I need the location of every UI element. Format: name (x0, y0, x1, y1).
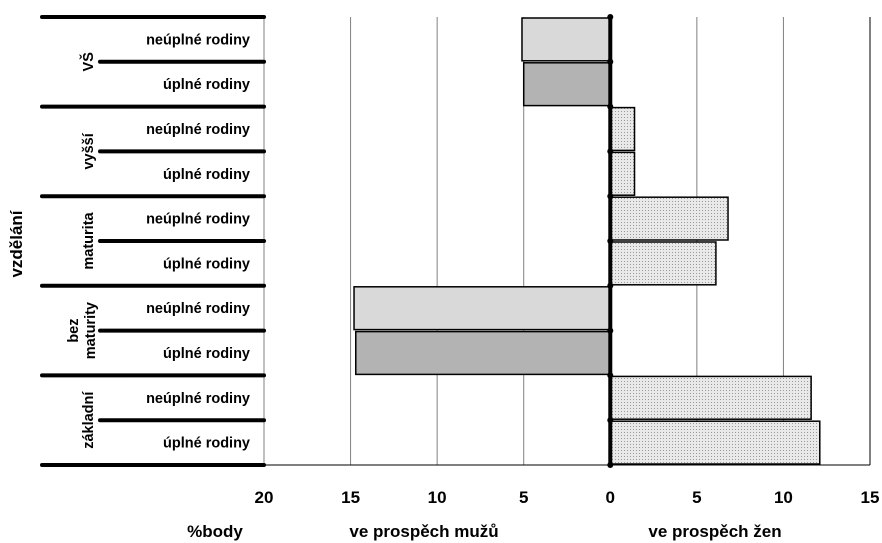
row-label: úplné rodiny (163, 256, 250, 272)
bar (522, 62, 612, 107)
axis-tick-dot (607, 103, 614, 110)
axis-tick-dot (607, 327, 614, 334)
axis-tick-dot (607, 462, 614, 468)
axis-tick-dot (607, 148, 614, 155)
bar (355, 330, 612, 376)
bar (609, 375, 812, 420)
group-label: VŠ (79, 52, 97, 72)
group-label: maturita (81, 211, 97, 269)
bar (609, 420, 821, 465)
bar (609, 106, 636, 152)
row-label: úplné rodiny (163, 346, 250, 362)
x-axis-title-right: ve prospěch žen (648, 522, 781, 541)
bar (609, 151, 636, 196)
x-tick-label: 15 (341, 488, 360, 507)
x-tick-label: 0 (606, 488, 615, 507)
row-label: neúplné rodiny (146, 122, 250, 138)
group-label: vyšší (81, 132, 97, 169)
row-label: neúplné rodiny (146, 212, 250, 228)
group-label: základní (81, 391, 97, 449)
group-label: bez (66, 319, 82, 343)
axis-tick-dot (607, 58, 614, 65)
row-label: neúplné rodiny (146, 301, 250, 317)
row-label: neúplné rodiny (146, 32, 250, 48)
row-label: úplné rodiny (163, 167, 250, 183)
x-unit-label: %body (187, 522, 243, 541)
axis-tick-dot (607, 372, 614, 379)
axis-tick-dot (607, 193, 614, 200)
row-label: úplné rodiny (163, 436, 250, 452)
x-tick-label: 15 (861, 488, 880, 507)
x-tick-label: 5 (692, 488, 701, 507)
x-tick-label: 10 (774, 488, 793, 507)
axis-tick-dot (607, 282, 614, 289)
y-axis-title: vzdělání (7, 209, 26, 277)
axis-tick-dot (607, 417, 614, 424)
group-label: maturity (83, 302, 99, 359)
axis-tick-dot (607, 14, 614, 20)
row-label: úplné rodiny (163, 77, 250, 93)
x-tick-label: 20 (255, 488, 274, 507)
bar (609, 241, 717, 286)
bar (353, 286, 612, 331)
row-label: neúplné rodiny (146, 391, 250, 407)
x-tick-label: 10 (428, 488, 447, 507)
bar (609, 196, 729, 241)
x-axis-title-left: ve prospěch mužů (349, 522, 498, 541)
bar (521, 17, 612, 62)
x-tick-label: 5 (519, 488, 528, 507)
axis-tick-dot (607, 238, 614, 244)
